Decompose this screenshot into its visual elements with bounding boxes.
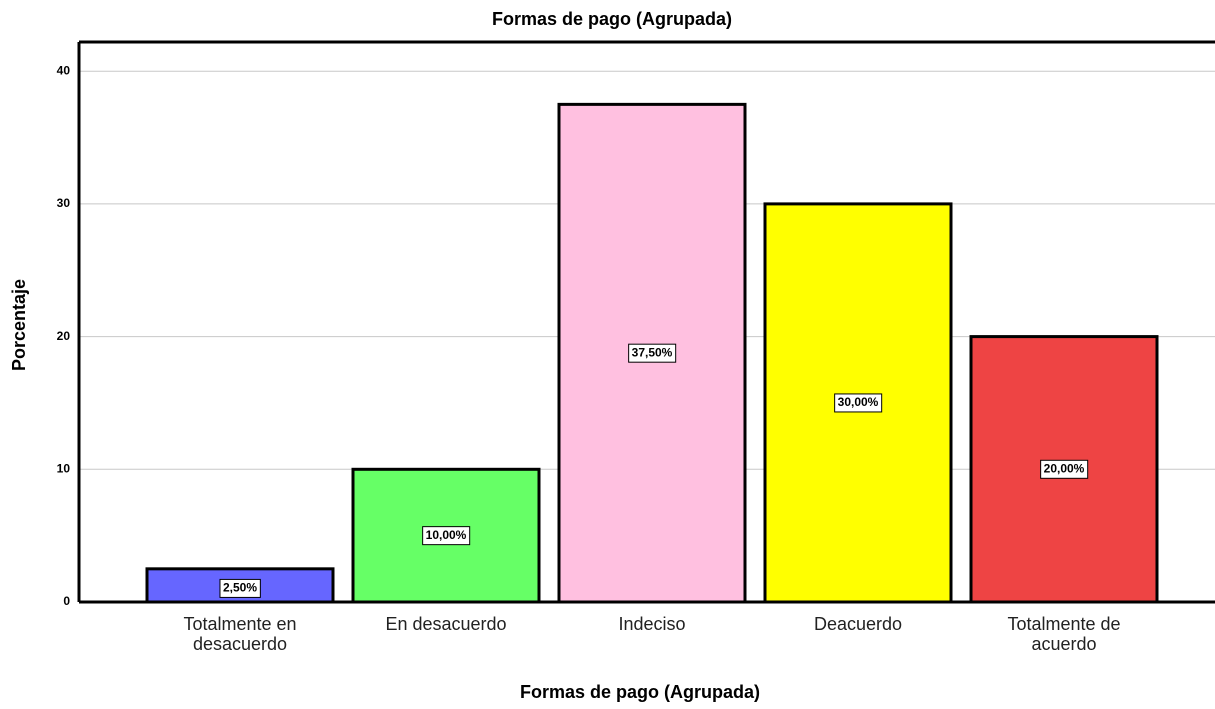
y-tick-label: 30: [57, 196, 71, 210]
x-tick-label: Deacuerdo: [813, 614, 903, 634]
x-tick-label: Indeciso: [618, 614, 686, 634]
x-tick-label: Totalmente de acuerdo: [1007, 614, 1121, 654]
x-tick-label: Totalmente en desacuerdo: [183, 614, 297, 654]
y-tick-label: 40: [57, 63, 71, 77]
value-label: 20,00%: [1044, 461, 1085, 475]
y-tick-label: 10: [57, 461, 71, 475]
value-label-box: [219, 578, 261, 598]
value-label: 10,00%: [426, 528, 467, 542]
y-axis-title: Porcentaje: [9, 279, 29, 371]
y-tick-label: 0: [63, 594, 70, 608]
value-label: 30,00%: [838, 395, 879, 409]
value-label-box: [422, 526, 471, 546]
value-label: 37,50%: [632, 345, 673, 359]
x-tick-label: En desacuerdo: [385, 614, 507, 634]
value-label-box: [1040, 459, 1089, 479]
chart-title: Formas de pago (Agrupada): [492, 9, 732, 29]
y-tick-label: 20: [57, 329, 71, 343]
value-label: 2,50%: [223, 581, 257, 595]
x-axis-title: Formas de pago (Agrupada): [520, 682, 760, 702]
value-label-box: [628, 343, 677, 363]
value-label-box: [834, 393, 883, 413]
